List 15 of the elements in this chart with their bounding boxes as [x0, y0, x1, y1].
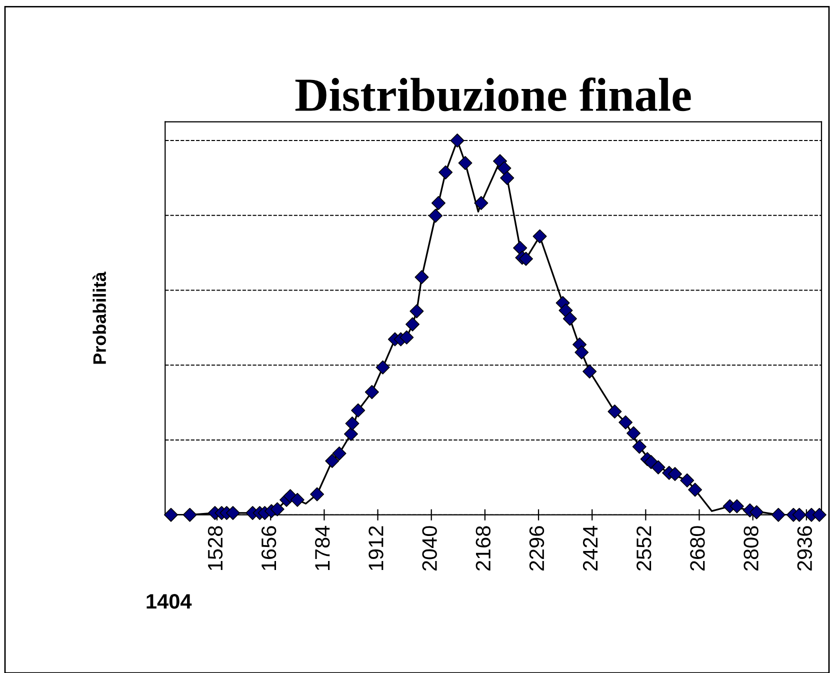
x-tick-label: 2552 [636, 526, 652, 571]
x-tick-label: 2168 [476, 526, 491, 571]
x-tick-label: 2808 [744, 526, 758, 571]
chart-title: Distribuzione finale [295, 77, 691, 112]
x-tick-label: 2040 [422, 526, 437, 571]
x-tick-label: 1528 [208, 526, 223, 570]
x-tick-label: 2936 [797, 526, 812, 571]
x-tick-label: 1656 [261, 526, 276, 570]
x-tick-label: 2424 [582, 526, 598, 571]
y-axis-title: Probabilità [92, 272, 106, 364]
x-tick-label: 1784 [315, 526, 330, 570]
x-tick-label: 2680 [690, 526, 705, 571]
x-tick-label: 1912 [368, 526, 384, 570]
x-axis-title: 1404 [146, 594, 192, 609]
x-tick-label: 2296 [529, 526, 544, 571]
